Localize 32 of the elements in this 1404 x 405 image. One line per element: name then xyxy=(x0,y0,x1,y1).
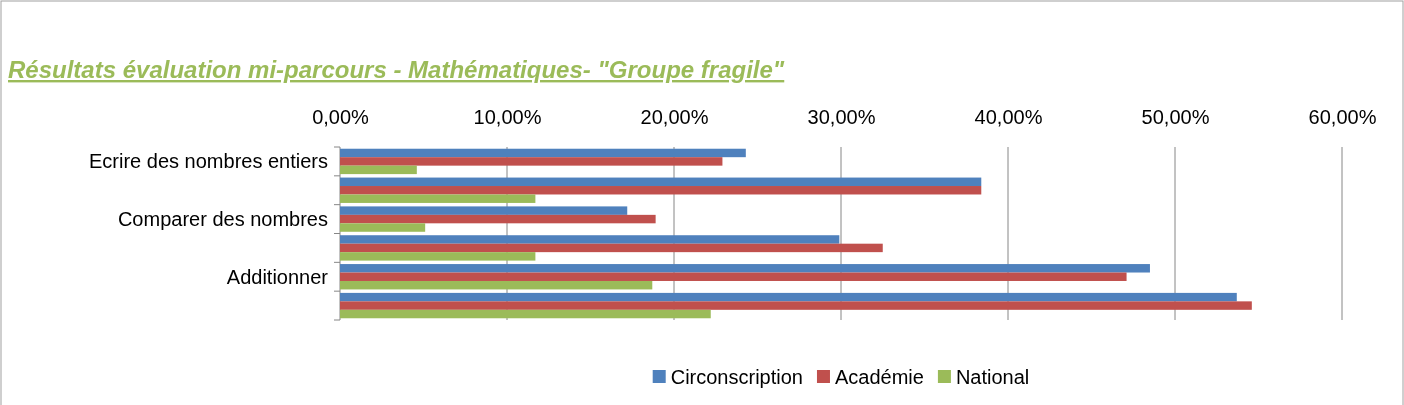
bar xyxy=(340,264,1150,273)
y-tick-label: Ecrire des nombres entiers xyxy=(89,150,328,173)
bar xyxy=(340,252,536,261)
x-tick-label: 20,00% xyxy=(640,106,709,128)
bar xyxy=(340,165,417,175)
x-tick-label: 0,00% xyxy=(312,106,370,128)
y-tick-label: Additionner xyxy=(226,265,329,288)
legend-label: National xyxy=(955,366,1030,388)
bar xyxy=(340,301,1252,310)
x-tick-label: 50,00% xyxy=(1141,106,1210,128)
bar xyxy=(340,309,711,319)
bar xyxy=(340,235,840,244)
x-tick-label: 30,00% xyxy=(807,106,876,128)
chart-title: Résultats évaluation mi-parcours - Mathématiques- "Groupe fragile" xyxy=(8,56,785,83)
bar xyxy=(340,214,656,224)
x-tick-label: 10,00% xyxy=(473,106,542,128)
bar xyxy=(340,186,982,195)
bar xyxy=(340,292,1237,302)
bar xyxy=(340,157,723,166)
x-tick-label: 40,00% xyxy=(974,106,1043,128)
bar xyxy=(340,243,883,253)
bar xyxy=(340,223,426,232)
bar xyxy=(340,194,536,203)
y-tick-label: Comparer des nombres xyxy=(117,208,328,231)
bar xyxy=(340,148,746,158)
x-tick-label: 60,00% xyxy=(1308,106,1377,128)
legend-label: Académie xyxy=(834,366,924,388)
bar xyxy=(340,272,1127,281)
bar xyxy=(340,177,982,187)
bar xyxy=(340,280,653,290)
bar xyxy=(340,206,628,215)
legend-label: Circonscription xyxy=(670,366,803,388)
